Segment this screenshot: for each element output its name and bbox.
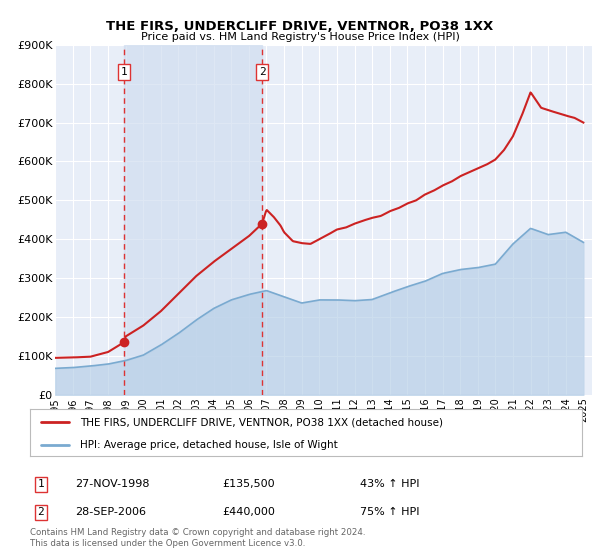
Text: 75% ↑ HPI: 75% ↑ HPI [360,507,419,517]
Text: Contains HM Land Registry data © Crown copyright and database right 2024.
This d: Contains HM Land Registry data © Crown c… [30,528,365,548]
Text: Price paid vs. HM Land Registry's House Price Index (HPI): Price paid vs. HM Land Registry's House … [140,32,460,43]
Text: 1: 1 [121,67,128,77]
Text: 2: 2 [259,67,265,77]
Text: THE FIRS, UNDERCLIFF DRIVE, VENTNOR, PO38 1XX: THE FIRS, UNDERCLIFF DRIVE, VENTNOR, PO3… [106,20,494,32]
Text: THE FIRS, UNDERCLIFF DRIVE, VENTNOR, PO38 1XX (detached house): THE FIRS, UNDERCLIFF DRIVE, VENTNOR, PO3… [80,417,443,427]
Text: £135,500: £135,500 [222,479,275,489]
Text: 1: 1 [37,479,44,489]
Text: 28-SEP-2006: 28-SEP-2006 [75,507,146,517]
Text: 27-NOV-1998: 27-NOV-1998 [75,479,149,489]
Text: 43% ↑ HPI: 43% ↑ HPI [360,479,419,489]
Text: HPI: Average price, detached house, Isle of Wight: HPI: Average price, detached house, Isle… [80,440,337,450]
Text: 2: 2 [37,507,44,517]
Text: £440,000: £440,000 [222,507,275,517]
Bar [124,45,262,395]
